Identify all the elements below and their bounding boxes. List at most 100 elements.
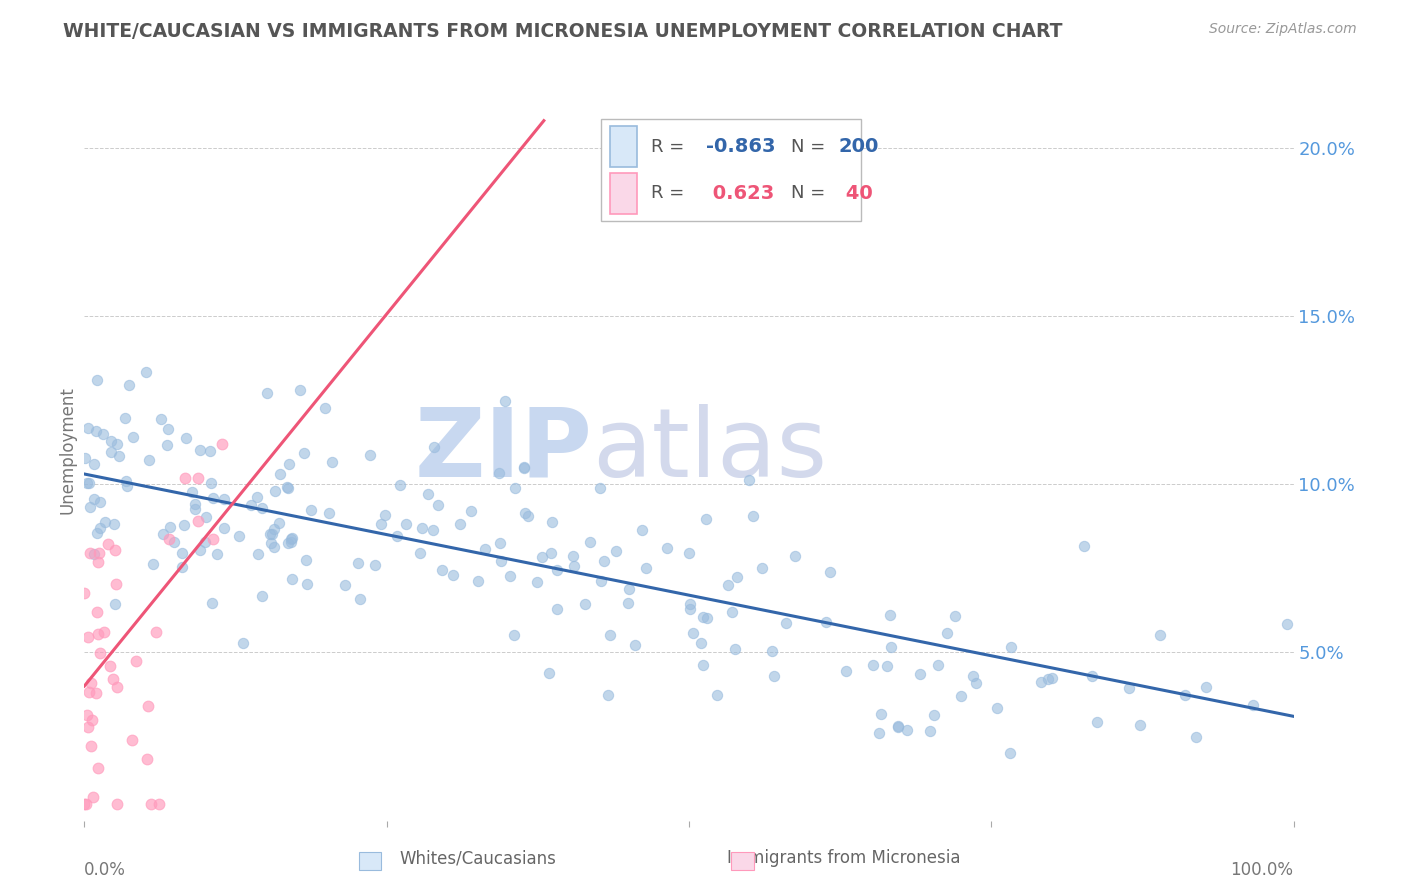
Text: R =: R = bbox=[651, 184, 690, 202]
Point bbox=[259, 527, 281, 541]
Point bbox=[1085, 715, 1108, 730]
Point bbox=[998, 747, 1021, 761]
Point bbox=[135, 365, 157, 379]
Point bbox=[409, 546, 432, 560]
Point bbox=[104, 577, 127, 591]
Point bbox=[695, 511, 717, 525]
Text: 200: 200 bbox=[839, 137, 879, 156]
Point bbox=[1149, 628, 1171, 642]
Point bbox=[142, 558, 165, 572]
Point bbox=[263, 484, 285, 499]
Point bbox=[159, 520, 181, 534]
Y-axis label: Unemployment: Unemployment bbox=[58, 386, 76, 515]
Point bbox=[574, 597, 596, 611]
Text: -0.863: -0.863 bbox=[706, 137, 775, 156]
Point bbox=[100, 445, 122, 459]
Point bbox=[87, 546, 110, 560]
Text: R =: R = bbox=[651, 137, 690, 155]
Point bbox=[986, 701, 1008, 715]
Point bbox=[513, 461, 536, 475]
Point bbox=[105, 436, 128, 450]
Point bbox=[86, 374, 108, 388]
Point bbox=[86, 525, 108, 540]
Point bbox=[83, 547, 105, 561]
Point bbox=[278, 457, 301, 471]
Point bbox=[281, 572, 304, 586]
Point bbox=[617, 582, 640, 597]
Point bbox=[152, 526, 174, 541]
Point bbox=[546, 563, 568, 577]
Point bbox=[280, 534, 302, 549]
Point bbox=[616, 597, 638, 611]
Point bbox=[538, 665, 561, 680]
Point bbox=[184, 497, 207, 511]
Point bbox=[91, 427, 114, 442]
Point bbox=[157, 533, 180, 547]
Point bbox=[887, 719, 910, 733]
Point bbox=[108, 449, 131, 463]
Text: N =: N = bbox=[790, 137, 831, 155]
Text: 100.0%: 100.0% bbox=[1230, 861, 1294, 879]
Point bbox=[149, 411, 172, 425]
Point bbox=[82, 789, 104, 804]
Point bbox=[631, 523, 654, 537]
Point bbox=[918, 723, 941, 738]
Point bbox=[83, 458, 105, 472]
Point bbox=[93, 625, 115, 640]
Point bbox=[100, 434, 122, 449]
Point bbox=[775, 616, 797, 631]
Point bbox=[114, 474, 136, 488]
Point bbox=[198, 444, 221, 458]
Point bbox=[157, 422, 180, 436]
Point bbox=[288, 384, 311, 398]
Point bbox=[277, 481, 299, 495]
Point bbox=[395, 517, 418, 532]
Point bbox=[763, 668, 786, 682]
Point bbox=[138, 453, 160, 467]
Point bbox=[170, 560, 193, 574]
Text: 0.623: 0.623 bbox=[706, 184, 775, 202]
Point bbox=[170, 546, 193, 560]
Text: 0.0%: 0.0% bbox=[84, 861, 127, 879]
Point bbox=[139, 797, 162, 811]
Point bbox=[260, 536, 283, 550]
Point bbox=[105, 680, 128, 694]
Point bbox=[751, 561, 773, 575]
Point bbox=[87, 555, 110, 569]
Point bbox=[79, 500, 101, 515]
Point bbox=[503, 481, 526, 495]
Point bbox=[77, 420, 100, 434]
Point bbox=[246, 491, 269, 505]
Point bbox=[267, 516, 290, 531]
Point bbox=[679, 597, 702, 611]
Point bbox=[269, 467, 291, 481]
FancyBboxPatch shape bbox=[610, 173, 637, 213]
Point bbox=[263, 522, 285, 536]
Point bbox=[77, 685, 100, 699]
Point bbox=[624, 638, 647, 652]
Point bbox=[449, 516, 471, 531]
Point bbox=[76, 630, 98, 644]
Point bbox=[605, 543, 627, 558]
Text: Whites/Caucasians: Whites/Caucasians bbox=[399, 849, 557, 867]
Point bbox=[349, 592, 371, 607]
Point bbox=[962, 669, 984, 683]
Text: 40: 40 bbox=[839, 184, 873, 202]
Point bbox=[104, 597, 127, 611]
Point bbox=[1040, 671, 1063, 685]
Point bbox=[73, 451, 96, 466]
Point bbox=[364, 558, 387, 572]
Text: WHITE/CAUCASIAN VS IMMIGRANTS FROM MICRONESIA UNEMPLOYMENT CORRELATION CHART: WHITE/CAUCASIAN VS IMMIGRANTS FROM MICRO… bbox=[63, 22, 1063, 41]
Point bbox=[965, 675, 987, 690]
Point bbox=[114, 411, 136, 425]
Point bbox=[531, 550, 554, 565]
Point bbox=[98, 659, 121, 673]
Point bbox=[562, 549, 585, 563]
Point bbox=[474, 541, 496, 556]
Point bbox=[97, 537, 120, 551]
Point bbox=[200, 596, 222, 610]
Point bbox=[73, 797, 96, 811]
Point bbox=[76, 476, 98, 491]
FancyBboxPatch shape bbox=[600, 119, 860, 221]
Point bbox=[148, 797, 170, 811]
